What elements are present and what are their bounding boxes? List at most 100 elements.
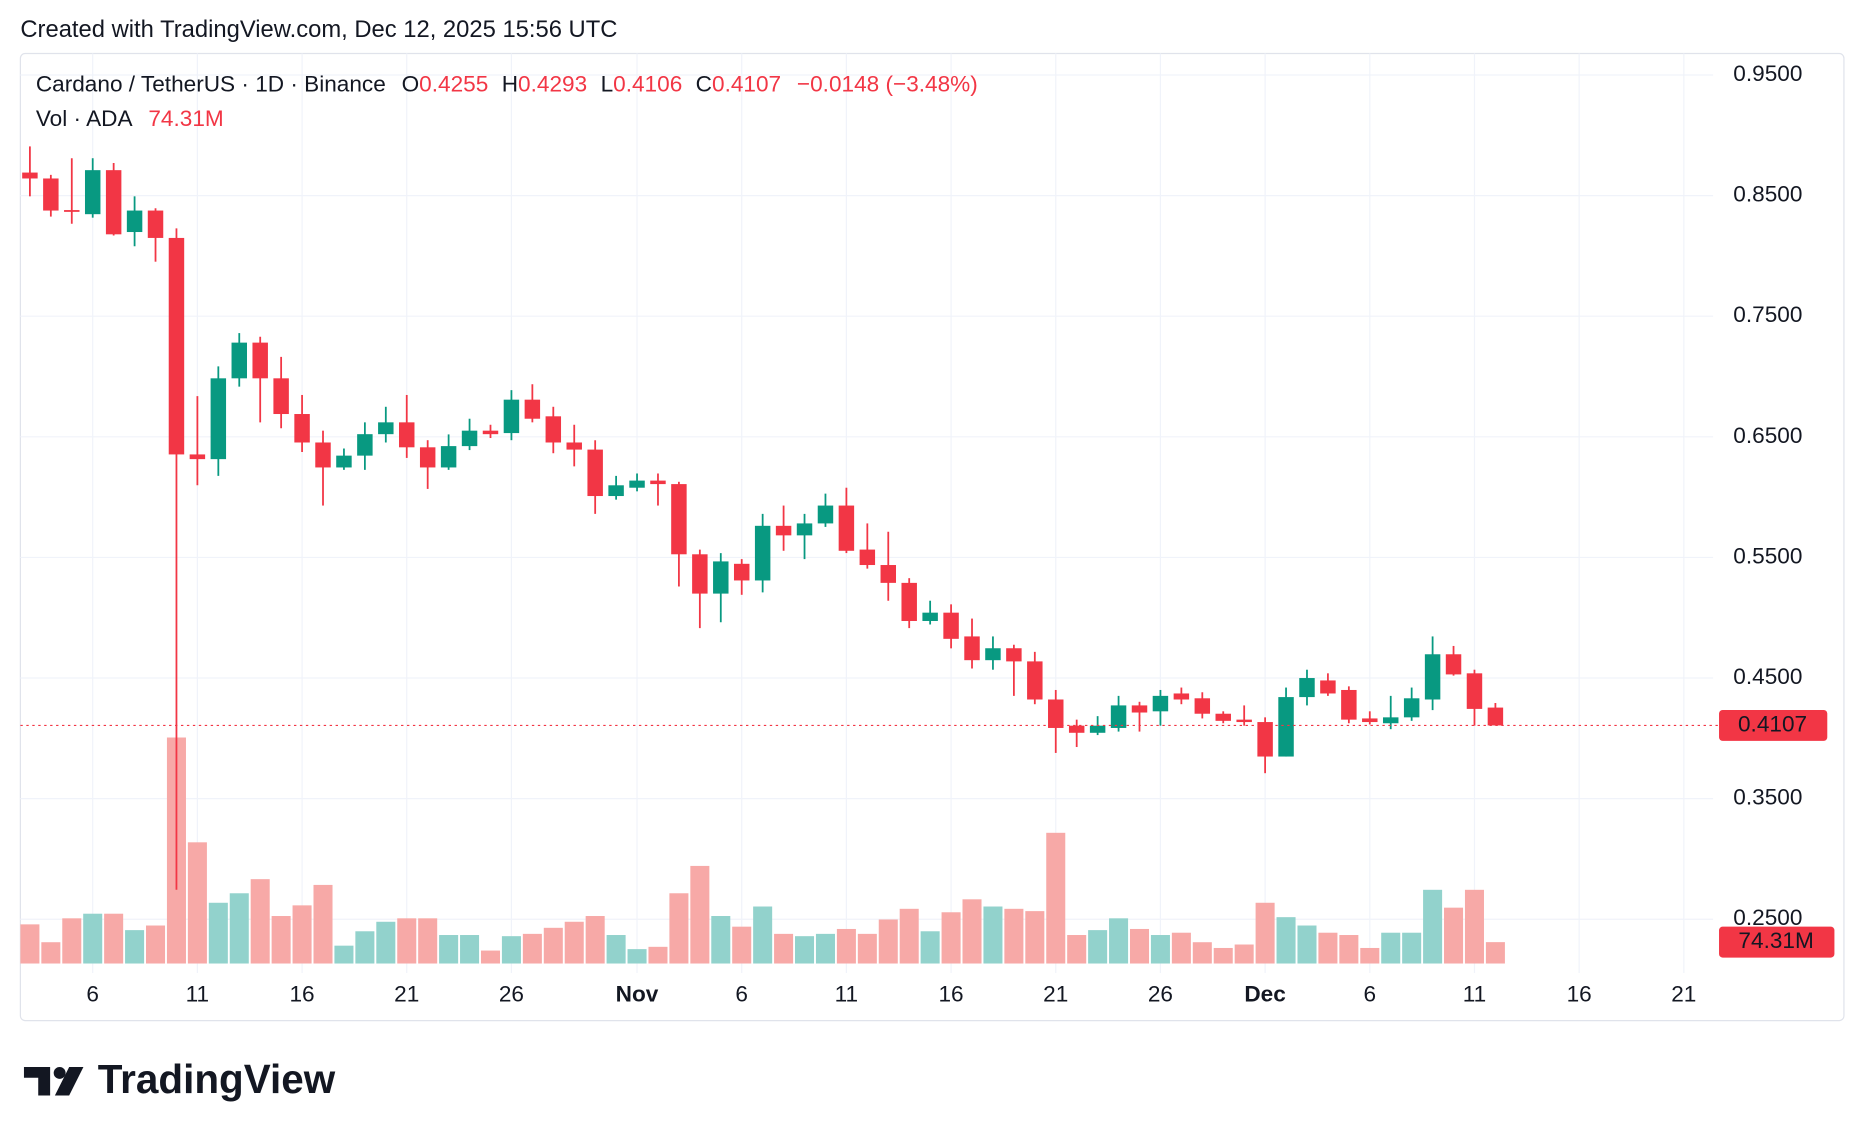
- candle-body: [64, 210, 80, 212]
- candle-body: [1466, 673, 1483, 709]
- volume-bar: [795, 936, 815, 964]
- volume-bar: [690, 865, 710, 964]
- candle-body: [817, 505, 834, 524]
- candle-body: [461, 430, 478, 447]
- candle-body: [1257, 722, 1273, 757]
- candle-body: [1403, 698, 1420, 718]
- volume-bar: [1004, 908, 1024, 964]
- volume-bar: [564, 921, 584, 964]
- volume-bar: [585, 916, 605, 964]
- volume-bar: [62, 918, 82, 964]
- candle-body: [859, 549, 876, 566]
- y-tick-label: 0.2500: [1733, 905, 1802, 930]
- candle-body: [1027, 661, 1043, 700]
- x-tick-label: 21: [1043, 982, 1068, 1007]
- chart-frame: [19, 52, 1845, 1022]
- volume-bar: [1192, 942, 1212, 964]
- y-tick-label: 0.9500: [1733, 61, 1802, 86]
- volume-bar: [543, 927, 563, 964]
- candle-body: [1341, 689, 1357, 720]
- volume-bar: [397, 918, 417, 964]
- x-tick-label: 16: [289, 982, 314, 1007]
- volume-label-box: [1719, 926, 1835, 958]
- volume-bar: [125, 930, 145, 964]
- candle-body: [1152, 695, 1169, 712]
- candle-body: [713, 561, 729, 594]
- y-tick-label: 0.5500: [1733, 543, 1802, 568]
- volume-bar: [1318, 932, 1338, 964]
- volume-bar: [1381, 932, 1401, 964]
- legend-h: H: [502, 72, 518, 97]
- x-tick-label: Dec: [1244, 982, 1285, 1007]
- candle-body: [1487, 707, 1504, 726]
- grid: [20, 53, 1714, 974]
- candle-body: [84, 170, 101, 215]
- volume-bar: [355, 931, 375, 964]
- volume-bar: [857, 933, 877, 964]
- candle-body: [378, 422, 394, 435]
- candle-body: [43, 178, 59, 211]
- candle-body: [357, 434, 373, 456]
- volume-bar: [1444, 907, 1464, 964]
- volume-bar: [1025, 911, 1045, 964]
- legend-close: 0.4107: [712, 72, 781, 97]
- volume-bar: [836, 928, 856, 964]
- volume-bar: [1150, 935, 1170, 964]
- candle-body: [1068, 725, 1085, 733]
- volume-bar: [1360, 947, 1380, 964]
- volume-bar: [941, 912, 961, 964]
- x-tick-label: 26: [1148, 982, 1173, 1007]
- candle-body: [671, 484, 687, 555]
- volume-bar: [1423, 889, 1443, 964]
- volume-label: 74.31M: [1738, 928, 1813, 953]
- x-tick-label: 6: [86, 982, 99, 1007]
- candle-body: [733, 563, 750, 581]
- y-tick-label: 0.4500: [1733, 664, 1802, 689]
- candle-body: [1362, 718, 1378, 723]
- x-tick-label: 21: [1671, 982, 1696, 1007]
- volume-bar: [711, 916, 731, 964]
- candle-body: [943, 612, 959, 639]
- candle-body: [1215, 713, 1231, 721]
- candle-body: [1006, 648, 1022, 662]
- volume-bar: [334, 945, 354, 964]
- volume-bar: [627, 949, 647, 964]
- candle-body: [650, 480, 666, 485]
- volume-bar: [962, 899, 982, 964]
- volume-bar: [1129, 928, 1150, 964]
- volume-bar: [376, 921, 396, 964]
- candle-body: [105, 170, 122, 235]
- candle-body: [838, 505, 855, 551]
- legend-c: C: [696, 72, 712, 97]
- volume-bar: [1046, 832, 1066, 964]
- volume-bar: [899, 908, 919, 964]
- candle-body: [1110, 705, 1127, 728]
- price-label-box: [1719, 709, 1828, 741]
- x-tick-label: 11: [835, 982, 858, 1007]
- candle-body: [1048, 699, 1064, 728]
- volume-bar: [83, 913, 103, 964]
- legend: Cardano / TetherUS · 1D · Binance O0.425…: [36, 72, 978, 97]
- candle-body: [273, 378, 289, 415]
- volume-bar: [480, 950, 501, 964]
- candle-body: [524, 399, 541, 419]
- header: Created with TradingView.com, Dec 12, 20…: [20, 16, 617, 43]
- candle-body: [231, 342, 247, 379]
- volume-bar: [418, 918, 438, 964]
- legend-symbol: Cardano / TetherUS · 1D · Binance: [36, 72, 386, 97]
- volume-bar: [1276, 917, 1296, 964]
- candle-body: [629, 480, 645, 488]
- candle-body: [482, 430, 499, 435]
- volume-bar: [104, 913, 124, 964]
- candle-body: [545, 416, 562, 443]
- y-tick-label: 0.7500: [1733, 302, 1802, 327]
- x-tick-label: Nov: [616, 982, 659, 1007]
- candle-body: [126, 210, 143, 233]
- volume-bar: [1485, 942, 1505, 964]
- volume-bar: [271, 916, 291, 964]
- legend-high: 0.4293: [518, 72, 587, 97]
- volume-bar: [1067, 935, 1087, 964]
- candle-body: [985, 648, 1001, 661]
